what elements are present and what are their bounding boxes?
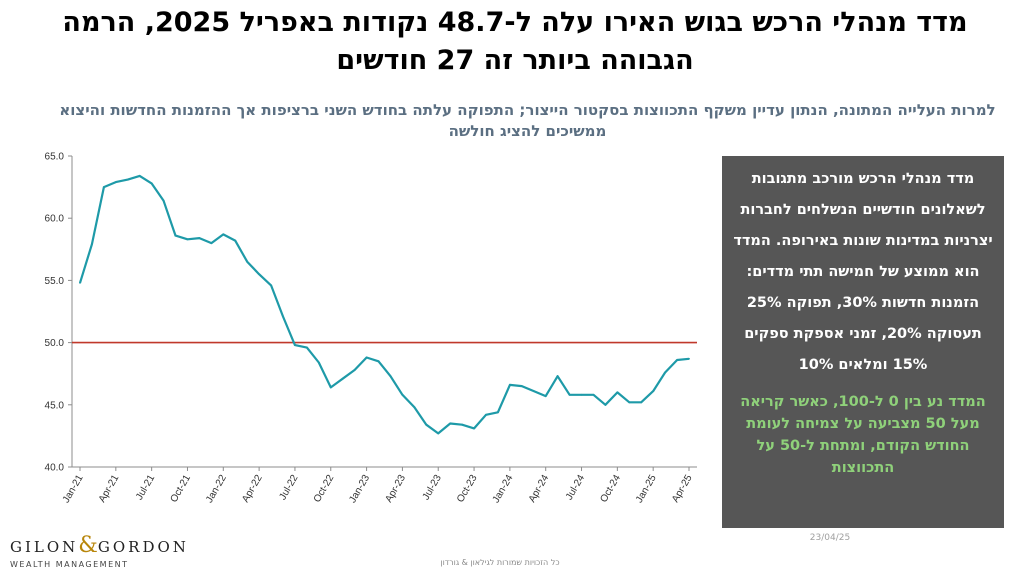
page-title: מדד מנהלי הרכש בגוש האירו עלה ל-48.7 נקו… [62,7,968,76]
data-point [401,393,404,396]
series-group [78,174,690,435]
data-point [556,375,559,378]
data-point [150,182,153,185]
company-logo: GILON&GORDON WEALTH MANAGEMENT [10,533,186,573]
x-tick-label: Jan-21 [61,473,86,505]
x-tick-label: Jan-23 [347,473,372,505]
data-point [389,375,392,378]
logo-subtitle: WEALTH MANAGEMENT [10,560,129,569]
x-tick-label: Oct-24 [598,473,623,505]
data-point [664,371,666,374]
logo-name-right: GORDON [97,538,189,556]
data-point [79,282,81,284]
pmi-line-chart: 40.0 45.0 50.0 55.0 60.0 65.0 Jan-21 Apr-21 Jul… [45,152,697,505]
data-point [604,403,607,406]
y-tick-label: 40.0 [45,463,65,474]
data-point [282,315,284,318]
data-point [520,385,523,387]
x-tick-label: Jan-22 [204,473,229,505]
data-point [329,386,332,389]
data-point [640,401,643,404]
data-point [568,393,571,396]
x-tick-label: Jul-24 [564,473,587,502]
data-point [485,413,487,416]
data-point [222,233,225,236]
data-point [317,361,320,364]
data-point [210,242,213,245]
data-point [461,423,463,426]
data-point [198,237,201,240]
x-tick-label: Apr-22 [240,473,265,505]
info-box-text: מדד מנהלי הרכש מורכב מתגובות לשאלונים חו… [733,171,993,373]
x-tick-label: Jan-25 [634,473,659,505]
x-tick-label: Jul-23 [421,473,444,502]
x-axis-ticks: Jan-21 Apr-21 Jul-21 Oct-21 Jan-22 Apr-22 Jul-… [61,467,695,505]
x-tick-label: Apr-25 [670,473,695,505]
data-point [473,427,475,430]
y-tick-label: 45.0 [45,400,65,411]
logo-ampersand: & [78,533,98,558]
data-point [616,391,619,394]
footer-copyright: כל הזכויות שמורות לגילאון & גורדון [440,558,560,567]
data-point [652,390,655,392]
x-tick-label: Apr-24 [527,473,552,505]
logo-name: GILON&GORDON [10,533,186,558]
slide-date: 23/04/25 [809,533,851,543]
data-point [114,181,117,184]
x-tick-label: Oct-21 [169,473,194,505]
data-point [246,260,249,263]
data-point [437,432,440,435]
y-axis-ticks: 40.0 45.0 50.0 55.0 60.0 65.0 [45,152,72,474]
data-point [592,393,595,396]
data-point [126,178,129,181]
data-point [91,243,93,246]
x-tick-label: Oct-23 [455,473,480,505]
x-tick-label: Apr-21 [97,473,122,505]
data-point [628,401,631,404]
data-point [425,423,428,426]
y-tick-label: 65.0 [45,152,65,163]
data-point [258,273,260,276]
data-point [174,234,177,237]
data-point [688,357,690,360]
data-point [676,359,678,361]
y-tick-label: 55.0 [45,276,65,287]
x-tick-label: Jul-22 [277,473,300,502]
data-point [532,390,535,392]
data-point [186,238,189,241]
logo-name-left: GILON [10,538,79,556]
data-point [580,393,583,396]
info-box-note: המדד נע בין 0 ל-100, כאשר קריאה מעל 50 מ… [740,394,986,476]
data-point [103,186,105,189]
y-tick-label: 60.0 [45,214,65,225]
data-point [449,422,452,425]
x-tick-label: Jan-24 [491,473,516,505]
page-subtitle: למרות העלייה המתונה, הנתון עדיין משקף הת… [59,101,996,140]
data-point [270,284,272,287]
data-point [365,356,368,359]
data-point [413,406,416,409]
x-tick-label: Apr-23 [383,473,408,505]
data-point [353,369,356,371]
x-tick-label: Jul-21 [134,473,157,502]
y-tick-label: 50.0 [45,338,65,349]
data-point [234,239,237,242]
data-point [162,199,165,202]
data-point [497,411,499,414]
data-point [341,377,344,380]
data-point [509,384,511,386]
data-point [377,360,380,363]
info-box: מדד מנהלי הרכש מורכב מתגובות לשאלונים חו… [722,156,1004,528]
data-point [306,346,308,349]
data-point [138,175,141,177]
chart-axes [71,156,697,468]
data-point [544,395,547,397]
series-line [78,174,690,435]
x-tick-label: Oct-22 [312,473,337,505]
data-point [294,344,296,346]
